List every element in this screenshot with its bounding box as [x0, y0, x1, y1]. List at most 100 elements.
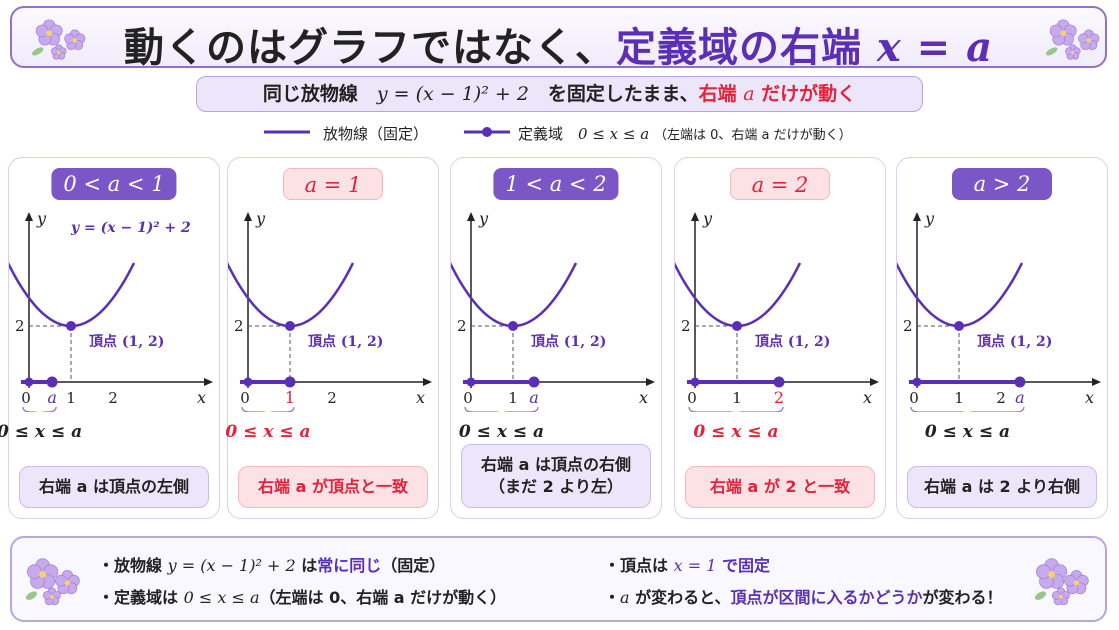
petal: [55, 574, 67, 587]
domain-left-endpoint: [466, 377, 476, 387]
vertex-point: [66, 321, 76, 331]
case-note-line: 右端 a は 2 より右側: [924, 477, 1080, 496]
origin-label: 0: [909, 389, 919, 407]
case-note: 右端 a は頂点の左側: [19, 466, 209, 508]
interval-label: 0 ≤ x ≤ a: [225, 422, 311, 442]
case-note-line: 右端 a は頂点の右側: [481, 455, 631, 474]
vertex-point: [508, 321, 518, 331]
interval-brace: [22, 406, 57, 412]
interval-brace: [464, 406, 539, 412]
vertex-label: 頂点 (1, 2): [755, 333, 830, 350]
vertex-label: 頂点 (1, 2): [977, 333, 1052, 350]
legend-parabola-swatch: [264, 130, 310, 134]
vertex-point: [732, 321, 742, 331]
flower-center: [1071, 50, 1075, 55]
flower-decoration-icon: [1034, 558, 1089, 606]
right-endpoint-label: a: [47, 388, 57, 407]
y-axis-label: y: [924, 209, 935, 228]
case-condition-badge: 1 < a < 2: [493, 168, 619, 200]
case-condition-badge: 0 < a < 1: [51, 168, 177, 200]
petal: [1064, 574, 1076, 587]
x-tick-label: 1: [508, 389, 518, 407]
x-axis-arrow-icon: [646, 378, 655, 386]
function-plot: y x 0 2 1 2 頂点 (1, 2) a: [897, 209, 1101, 412]
x-axis-label: x: [639, 388, 648, 407]
y-axis-arrow-icon: [467, 212, 475, 221]
y-axis-label: y: [478, 209, 489, 228]
domain-right-endpoint: [773, 376, 785, 388]
flower-center: [46, 30, 53, 37]
curve-label: y = (x − 1)² + 2: [70, 220, 191, 236]
parabola-curve: [897, 262, 1024, 328]
y-tick-label: 2: [681, 317, 691, 335]
case-panel: 1 < a < 2 y x 0 2 1 頂点 (1, 2) a 0 ≤ x ≤ a 右端 a は頂…: [450, 157, 662, 519]
case-condition-badge: a = 1: [283, 168, 383, 200]
summary-line-domain: ・定義域は 0 ≤ x ≤ a（左端は 0、右端 a だけが動く）: [98, 588, 507, 607]
x-axis-arrow-icon: [1092, 378, 1101, 386]
flower-center: [1060, 30, 1067, 37]
flower-center: [72, 38, 78, 43]
flower-decoration-icon: [25, 558, 80, 606]
interval-brace: [910, 406, 1025, 412]
domain-left-endpoint: [912, 377, 922, 387]
flower-center: [49, 594, 54, 599]
case-panel: 0 < a < 1 y x 0 2 1 2 頂点 (1, 2) y = (x − 1)² + 2…: [0, 157, 220, 519]
legend-parabola-label: 放物線（固定）: [323, 125, 429, 143]
leaf: [1045, 47, 1058, 56]
parabola-curve: [451, 262, 578, 328]
leaf: [25, 591, 38, 600]
petal: [1036, 564, 1051, 580]
case-condition-badge: a = 2: [730, 168, 830, 200]
x-tick-label: 2: [108, 389, 118, 407]
leaf: [1034, 591, 1047, 600]
domain-left-endpoint: [690, 377, 700, 387]
petal: [1051, 590, 1061, 600]
flower-center: [64, 580, 71, 586]
subtitle-banner: 同じ放物線 y = (x − 1)² + 2 を固定したまま、右端 a だけが動…: [196, 76, 923, 112]
interval-label: 0 ≤ x ≤ a: [693, 422, 779, 442]
y-axis-label: y: [255, 209, 266, 228]
y-axis-arrow-icon: [25, 212, 33, 221]
case-note-line: 右端 a が頂点と一致: [258, 477, 408, 496]
x-axis-label: x: [1085, 388, 1094, 407]
x-tick-label: 1: [732, 389, 742, 407]
domain-left-endpoint: [24, 377, 34, 387]
summary-line-parabola: ・放物線 y = (x − 1)² + 2 は常に同じ（固定）: [98, 556, 446, 575]
flower-center: [1073, 580, 1080, 586]
page-title: 動くのはグラフではなく、定義域の右端 x = a: [123, 24, 994, 71]
function-plot: y x 0 2 1 2 頂点 (1, 2) y = (x − 1)² + 2 a: [9, 209, 213, 412]
case-panel: a = 1 y x 0 2 2 頂点 (1, 2) 1 0 ≤ x ≤ a 右端 a が頂点と一致: [225, 157, 439, 519]
vertex-label: 頂点 (1, 2): [308, 333, 383, 350]
vertex-label: 頂点 (1, 2): [531, 333, 606, 350]
x-axis-label: x: [197, 388, 206, 407]
flower-center: [39, 570, 47, 578]
domain-left-endpoint: [243, 377, 253, 387]
y-axis-label: y: [36, 209, 47, 228]
origin-label: 0: [21, 389, 31, 407]
y-axis-arrow-icon: [691, 212, 699, 221]
case-condition-badge: a > 2: [952, 168, 1052, 200]
interval-brace: [241, 406, 295, 412]
case-panel: a > 2 y x 0 2 1 2 頂点 (1, 2) a 0 ≤ x ≤ a 右端 a は 2 よ…: [896, 157, 1108, 519]
x-tick-label: 2: [996, 389, 1006, 407]
y-axis-arrow-icon: [244, 212, 252, 221]
summary-line-vertex: ・頂点は x = 1 で固定: [604, 556, 770, 575]
x-tick-label: 2: [327, 389, 337, 407]
x-axis-label: x: [416, 388, 425, 407]
legend-domain-swatch: [464, 127, 510, 137]
right-endpoint-label: 1: [285, 388, 295, 407]
flower-center: [57, 50, 61, 55]
interval-label: 0 ≤ x ≤ a: [0, 422, 83, 442]
origin-label: 0: [687, 389, 697, 407]
vertex-point: [285, 321, 295, 331]
x-axis-arrow-icon: [870, 378, 879, 386]
case-panel: a = 2 y x 0 2 1 頂点 (1, 2) 2 0 ≤ x ≤ a 右端 a が 2 と一…: [674, 157, 886, 519]
case-note: 右端 a が 2 と一致: [685, 466, 875, 508]
x-axis-arrow-icon: [423, 378, 432, 386]
right-endpoint-label: 2: [774, 388, 784, 407]
parabola-curve: [675, 262, 802, 328]
summary-box: ・放物線 y = (x − 1)² + 2 は常に同じ（固定） ・定義域は 0 …: [10, 536, 1107, 622]
petal: [27, 564, 42, 580]
flower-decoration-icon: [31, 19, 86, 60]
flower-center: [1086, 38, 1092, 43]
